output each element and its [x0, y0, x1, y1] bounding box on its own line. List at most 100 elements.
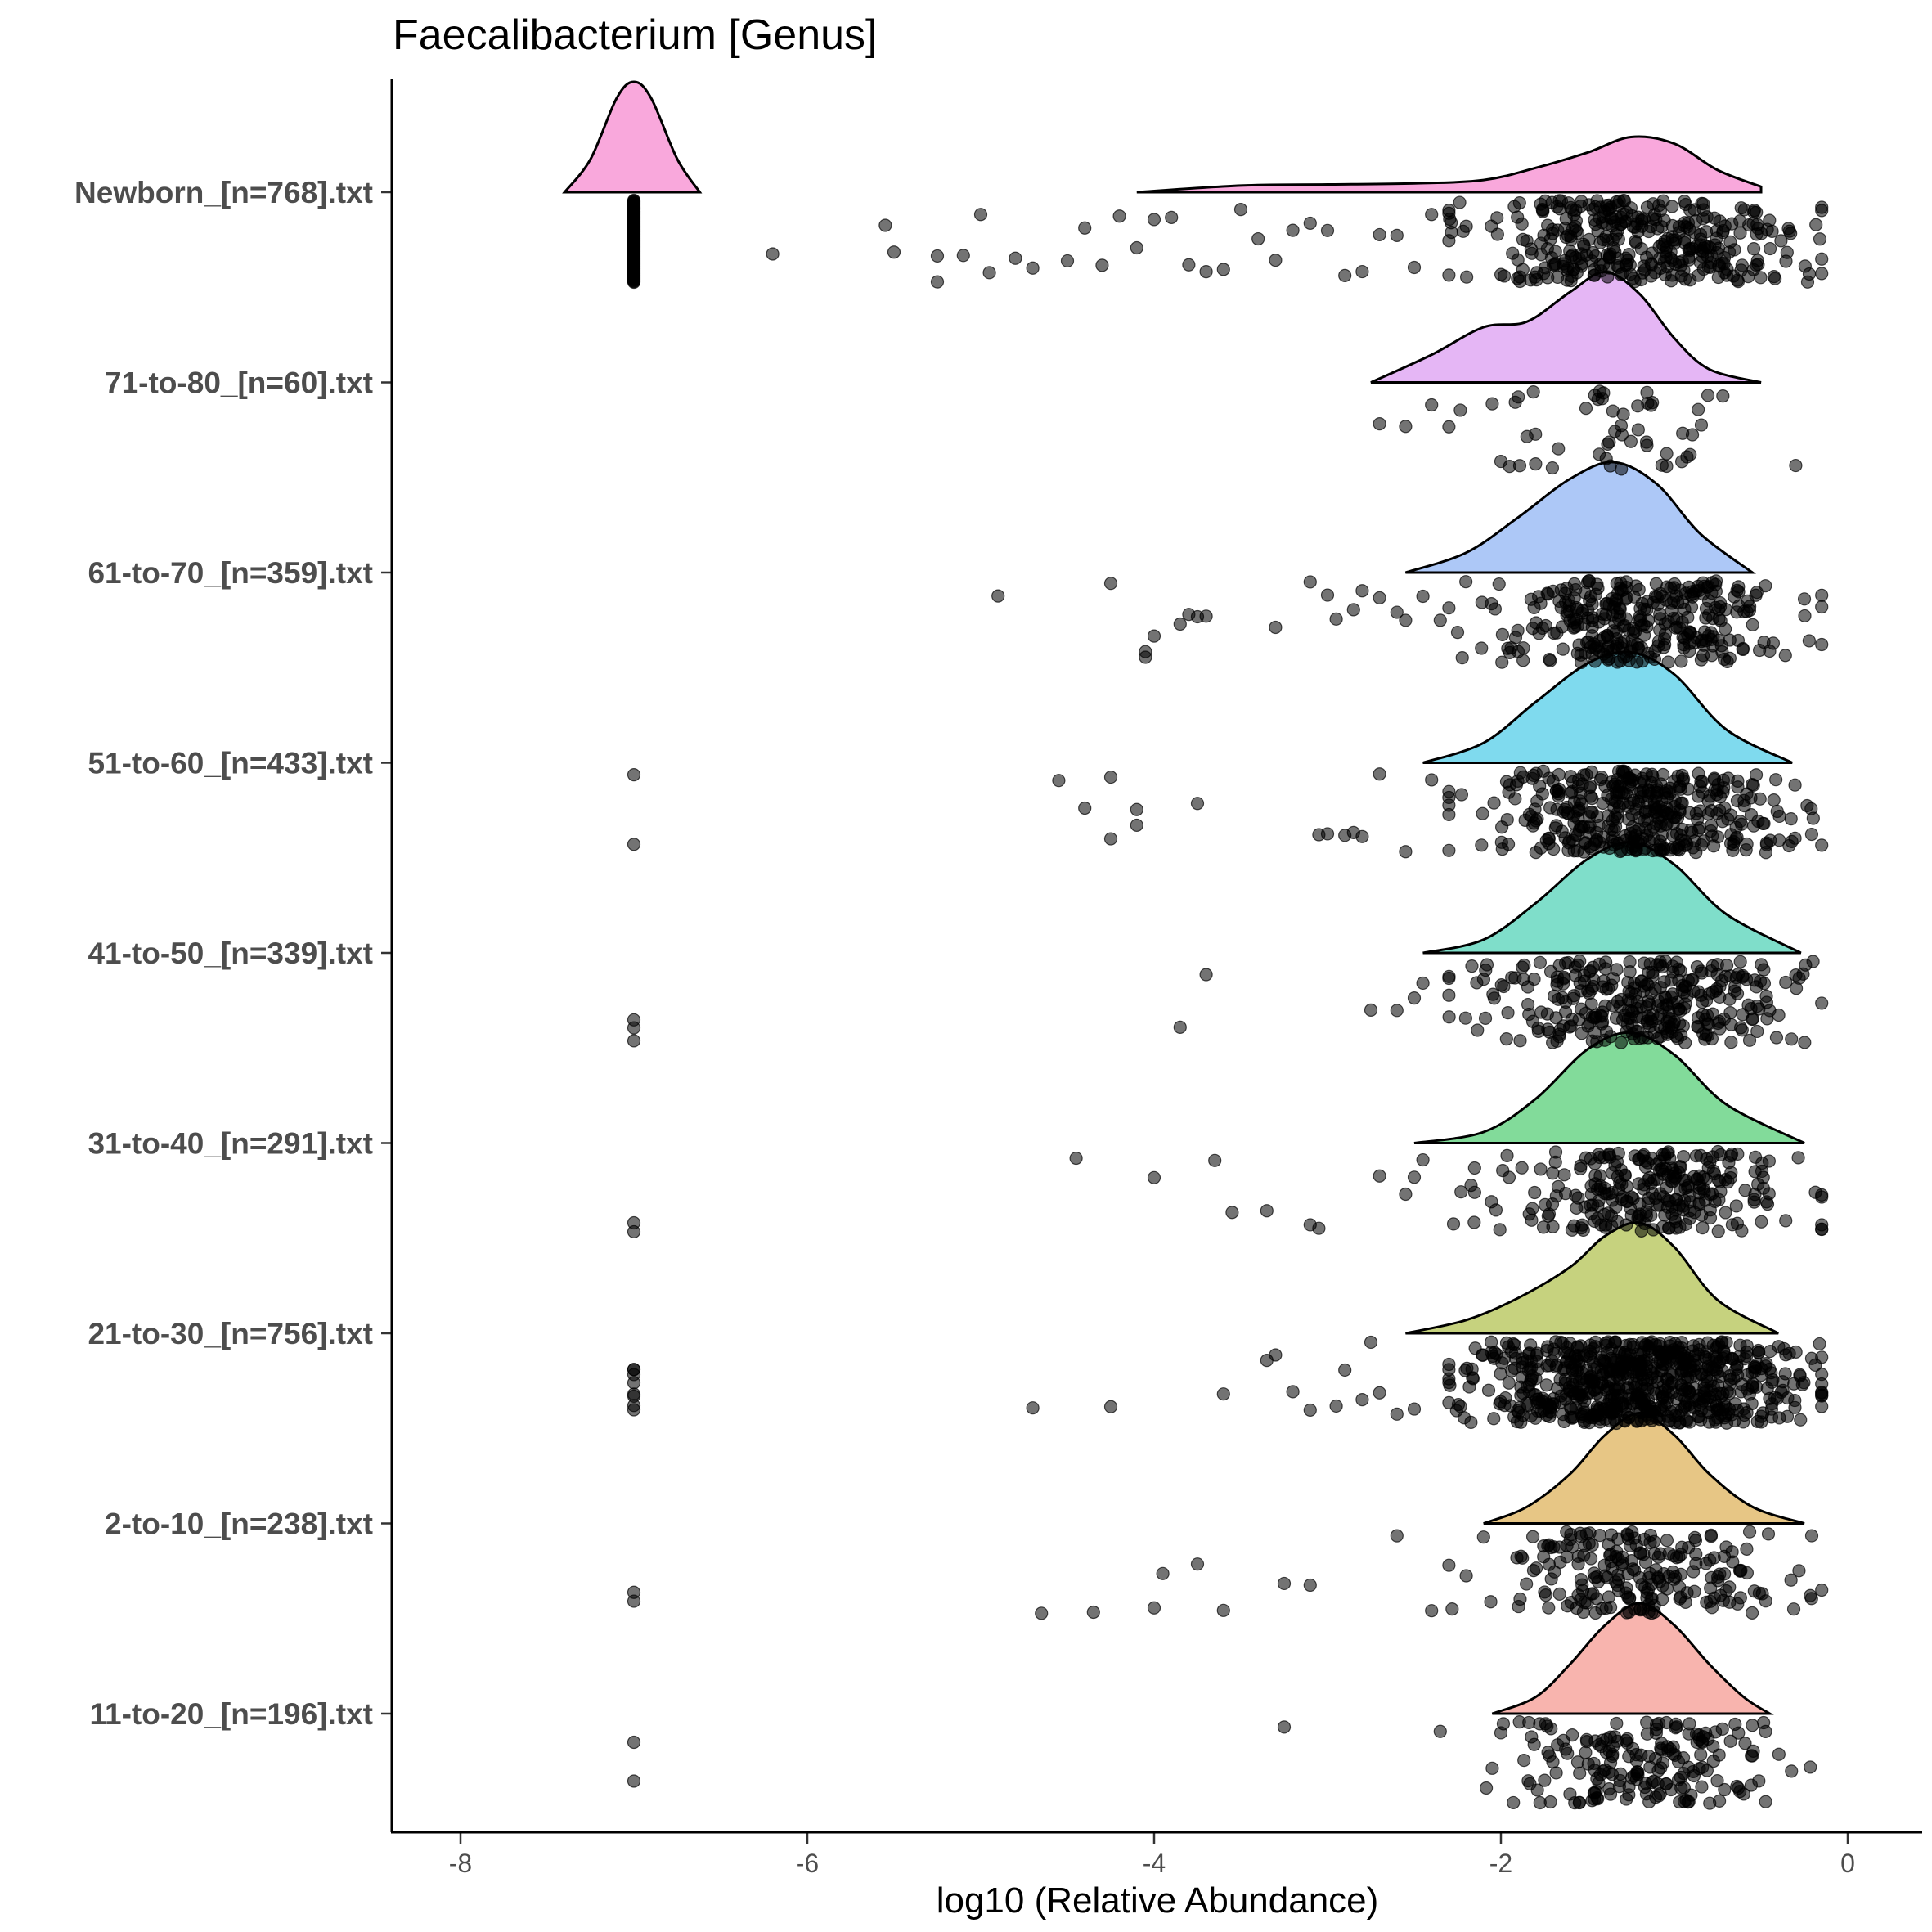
- data-point: [1532, 627, 1546, 640]
- density-ridge: [1405, 1221, 1779, 1335]
- data-point: [1745, 1012, 1759, 1027]
- data-point: [1500, 1148, 1514, 1162]
- data-point: [1762, 1154, 1776, 1168]
- data-point: [930, 275, 945, 289]
- data-point: [1622, 1788, 1636, 1802]
- data-point: [1095, 258, 1109, 272]
- data-point: [1645, 1776, 1659, 1790]
- data-point: [1588, 1786, 1602, 1800]
- data-point: [1784, 812, 1798, 826]
- data-point: [1516, 654, 1530, 667]
- data-point: [1373, 227, 1386, 242]
- data-point: [1199, 265, 1213, 279]
- data-point: [887, 245, 901, 259]
- data-point: [1652, 800, 1666, 814]
- data-point: [1730, 793, 1745, 808]
- data-point: [1763, 1004, 1777, 1018]
- data-point: [1750, 1000, 1764, 1013]
- data-point: [1802, 634, 1816, 648]
- zero-point: [627, 1215, 641, 1230]
- data-point: [1815, 1368, 1829, 1382]
- data-point: [1623, 258, 1637, 272]
- data-point: [1694, 418, 1709, 432]
- data-point: [1476, 806, 1489, 820]
- y-tick-label: 61-to-70_[n=359].txt: [88, 556, 373, 590]
- data-point: [1542, 832, 1556, 846]
- data-point: [1485, 397, 1499, 411]
- data-point: [1678, 1354, 1692, 1368]
- data-point: [1786, 1602, 1801, 1616]
- data-point: [1069, 1151, 1083, 1166]
- data-point: [1672, 1002, 1686, 1016]
- data-point: [1580, 603, 1595, 617]
- data-point: [1495, 627, 1509, 641]
- data-point: [1809, 218, 1823, 231]
- data-point: [1630, 655, 1644, 669]
- data-point: [1468, 1341, 1482, 1355]
- data-point: [1751, 1343, 1765, 1358]
- y-axis-labels: Newborn_[n=768].txt 71-to-80_[n=60].txt 61…: [74, 176, 392, 1731]
- data-point: [1755, 1215, 1768, 1229]
- data-point: [1303, 1403, 1317, 1418]
- data-point: [1597, 1033, 1612, 1047]
- data-point: [1763, 213, 1777, 227]
- data-point: [1522, 807, 1537, 821]
- x-tick-label: -8: [449, 1849, 472, 1878]
- data-point: [1685, 973, 1699, 987]
- data-point: [1738, 1737, 1752, 1750]
- data-point: [1433, 613, 1447, 627]
- data-point: [1755, 1409, 1768, 1423]
- data-point: [1497, 269, 1512, 283]
- data-point: [1692, 1732, 1706, 1746]
- data-point: [1373, 1386, 1386, 1400]
- data-point: [1813, 1337, 1826, 1351]
- data-point: [1715, 645, 1729, 659]
- data-point: [1595, 1350, 1609, 1364]
- data-point: [1561, 955, 1575, 970]
- data-point: [1750, 586, 1764, 600]
- data-point: [1703, 1155, 1717, 1169]
- data-point: [1617, 650, 1631, 664]
- data-point: [1513, 270, 1527, 284]
- data-point: [1542, 1538, 1556, 1552]
- data-point: [1552, 442, 1566, 456]
- data-point: [1165, 210, 1179, 224]
- data-point: [878, 218, 892, 232]
- data-point: [1446, 1217, 1461, 1231]
- data-point: [1587, 1566, 1601, 1580]
- data-point: [1736, 968, 1750, 982]
- data-point: [1800, 275, 1815, 289]
- data-point: [973, 208, 988, 222]
- data-point: [1501, 1006, 1515, 1020]
- data-point: [1103, 1400, 1118, 1413]
- ridges-layer: [562, 80, 1805, 1715]
- data-point: [1651, 597, 1665, 612]
- data-point: [1566, 1364, 1579, 1377]
- data-point: [1660, 1147, 1674, 1161]
- data-point: [1407, 260, 1422, 275]
- data-point: [1329, 1399, 1343, 1413]
- data-point: [1613, 999, 1627, 1013]
- data-point: [1525, 1202, 1539, 1215]
- data-point: [1471, 1023, 1485, 1037]
- zero-point: [627, 1774, 641, 1788]
- data-point: [1455, 650, 1469, 665]
- data-point: [1543, 1749, 1557, 1763]
- data-point: [1815, 200, 1829, 214]
- data-point: [1026, 261, 1040, 275]
- data-point: [1631, 641, 1645, 655]
- data-point: [1286, 1385, 1300, 1399]
- data-point: [1782, 1346, 1796, 1360]
- data-point: [1602, 251, 1616, 265]
- data-point: [1704, 1374, 1718, 1388]
- data-point: [1700, 994, 1714, 1008]
- data-point: [1649, 1726, 1663, 1740]
- data-point: [1673, 780, 1687, 793]
- x-axis: -8 -6 -4 -2 0: [449, 1832, 1855, 1878]
- data-point: [1634, 790, 1648, 804]
- data-point: [1517, 1754, 1531, 1768]
- data-point: [1355, 584, 1369, 598]
- data-point: [1139, 645, 1152, 658]
- data-point: [1515, 1161, 1529, 1175]
- data-point: [1570, 646, 1584, 661]
